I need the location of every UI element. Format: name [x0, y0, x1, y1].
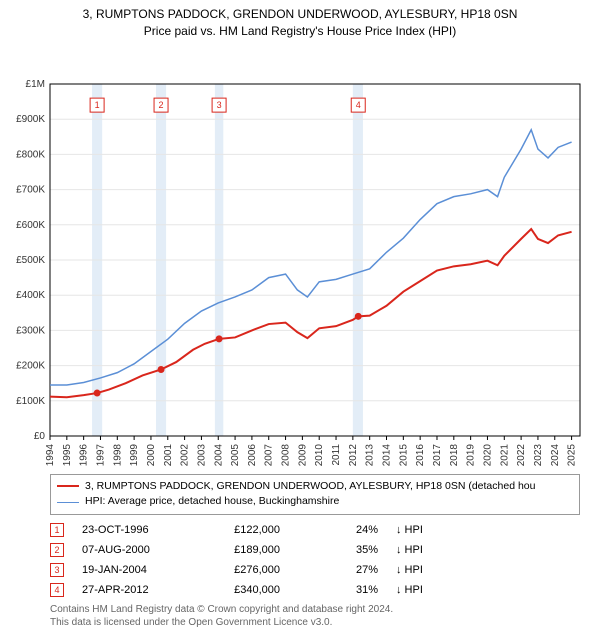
series-property	[50, 229, 572, 397]
sale-diff-direction: ↓ HPI	[396, 524, 436, 536]
sale-price: £340,000	[200, 584, 280, 596]
legend-swatch	[57, 502, 79, 503]
x-tick-label: 2002	[180, 443, 191, 466]
sale-point	[94, 389, 101, 396]
x-tick-label: 2016	[415, 443, 426, 466]
legend-label: HPI: Average price, detached house, Buck…	[85, 494, 339, 510]
sale-marker-number: 4	[356, 100, 361, 110]
y-tick-label: £700K	[16, 184, 45, 195]
x-tick-label: 2005	[230, 443, 241, 466]
sale-marker-number: 2	[159, 100, 164, 110]
x-tick-label: 2025	[567, 443, 578, 466]
x-tick-label: 1996	[79, 443, 90, 466]
y-tick-label: £1M	[26, 79, 45, 90]
x-tick-label: 1999	[129, 443, 140, 466]
legend-row: HPI: Average price, detached house, Buck…	[57, 494, 573, 510]
sale-row-marker: 1	[50, 523, 64, 537]
legend: 3, RUMPTONS PADDOCK, GRENDON UNDERWOOD, …	[50, 474, 580, 516]
sale-diff-pct: 35%	[298, 544, 378, 556]
x-tick-label: 2000	[146, 443, 157, 466]
chart-area: £0 £100K £200K £300K £400K £500K £600K £700K £80…	[0, 40, 600, 470]
y-tick-label: £300K	[16, 325, 45, 336]
sales-table: 1 23-OCT-1996 £122,000 24% ↓ HPI 2 07-AUG-2000…	[50, 523, 580, 597]
x-tick-label: 2015	[398, 443, 409, 466]
y-tick-label: £200K	[16, 360, 45, 371]
x-tick-label: 2018	[449, 443, 460, 466]
sale-point	[355, 312, 362, 319]
x-tick-label: 2020	[482, 443, 493, 466]
y-tick-label: £0	[34, 431, 46, 442]
sale-date: 23-OCT-1996	[82, 524, 182, 536]
x-tick-label: 2024	[550, 443, 561, 466]
y-tick-label: £800K	[16, 149, 45, 160]
footer-line-2: This data is licensed under the Open Gov…	[50, 616, 580, 629]
x-tick-label: 2022	[516, 443, 527, 466]
x-tick-label: 2021	[499, 443, 510, 466]
sale-row-marker: 2	[50, 543, 64, 557]
x-tick-label: 2007	[264, 443, 275, 466]
x-tick-label: 2003	[196, 443, 207, 466]
sale-date: 27-APR-2012	[82, 584, 182, 596]
x-tick-label: 2012	[348, 443, 359, 466]
x-tick-label: 1995	[62, 443, 73, 466]
sale-diff-pct: 24%	[298, 524, 378, 536]
sale-date: 07-AUG-2000	[82, 544, 182, 556]
x-tick-label: 2017	[432, 443, 443, 466]
legend-row: 3, RUMPTONS PADDOCK, GRENDON UNDERWOOD, …	[57, 479, 573, 495]
x-tick-label: 1994	[45, 443, 56, 466]
sale-diff-direction: ↓ HPI	[396, 584, 436, 596]
title-line-1: 3, RUMPTONS PADDOCK, GRENDON UNDERWOOD, …	[0, 6, 600, 23]
series-hpi	[50, 129, 572, 384]
sale-price: £276,000	[200, 564, 280, 576]
x-tick-label: 2009	[297, 443, 308, 466]
sale-row: 4 27-APR-2012 £340,000 31% ↓ HPI	[50, 583, 580, 597]
sale-marker-number: 1	[95, 100, 100, 110]
sale-price: £189,000	[200, 544, 280, 556]
y-tick-label: £500K	[16, 255, 45, 266]
x-tick-label: 1997	[95, 443, 106, 466]
title-line-2: Price paid vs. HM Land Registry's House …	[0, 23, 600, 40]
sale-row-marker: 3	[50, 563, 64, 577]
x-tick-label: 2023	[533, 443, 544, 466]
x-tick-label: 2014	[382, 443, 393, 466]
x-tick-label: 2011	[331, 443, 342, 465]
y-tick-label: £400K	[16, 290, 45, 301]
sale-date: 19-JAN-2004	[82, 564, 182, 576]
sale-marker-number: 3	[217, 100, 222, 110]
sale-diff-direction: ↓ HPI	[396, 544, 436, 556]
sale-diff-pct: 27%	[298, 564, 378, 576]
x-tick-label: 2010	[314, 443, 325, 466]
chart-title: 3, RUMPTONS PADDOCK, GRENDON UNDERWOOD, …	[0, 0, 600, 40]
attribution-footer: Contains HM Land Registry data © Crown c…	[50, 603, 580, 629]
sale-diff-pct: 31%	[298, 584, 378, 596]
sale-diff-direction: ↓ HPI	[396, 564, 436, 576]
x-tick-label: 2006	[247, 443, 258, 466]
footer-line-1: Contains HM Land Registry data © Crown c…	[50, 603, 580, 616]
sale-row: 3 19-JAN-2004 £276,000 27% ↓ HPI	[50, 563, 580, 577]
sale-row-marker: 4	[50, 583, 64, 597]
x-tick-label: 2004	[213, 443, 224, 466]
sale-point	[158, 366, 165, 373]
x-tick-label: 2001	[163, 443, 174, 466]
chart-svg: £0 £100K £200K £300K £400K £500K £600K £700K £80…	[0, 40, 600, 470]
sale-row: 2 07-AUG-2000 £189,000 35% ↓ HPI	[50, 543, 580, 557]
x-tick-label: 2008	[281, 443, 292, 466]
y-tick-label: £100K	[16, 395, 45, 406]
legend-swatch	[57, 485, 79, 487]
sale-point	[216, 335, 223, 342]
sale-price: £122,000	[200, 524, 280, 536]
legend-label: 3, RUMPTONS PADDOCK, GRENDON UNDERWOOD, …	[85, 479, 535, 495]
x-tick-label: 2013	[365, 443, 376, 466]
y-tick-label: £900K	[16, 114, 45, 125]
sale-row: 1 23-OCT-1996 £122,000 24% ↓ HPI	[50, 523, 580, 537]
y-tick-label: £600K	[16, 219, 45, 230]
x-tick-label: 1998	[112, 443, 123, 466]
x-tick-label: 2019	[466, 443, 477, 466]
